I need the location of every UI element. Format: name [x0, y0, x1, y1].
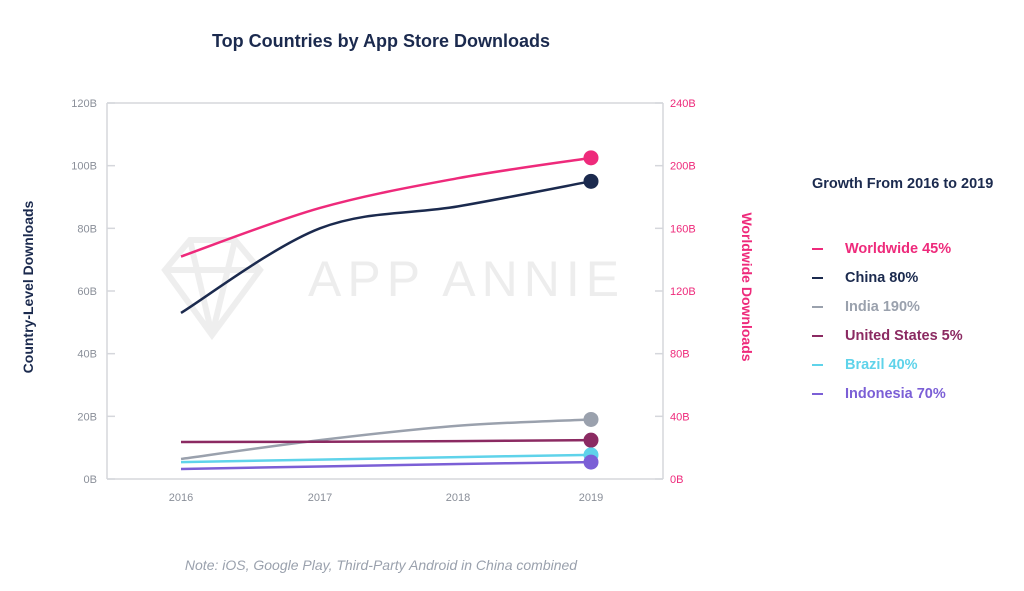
y2-tick-label: 240B — [670, 98, 696, 110]
legend-item-china: China 80% — [812, 263, 993, 292]
end-point-china — [583, 173, 599, 189]
series-line-united-states — [180, 438, 592, 444]
series-line-worldwide — [180, 156, 592, 258]
y2-tick-label: 160B — [670, 223, 696, 235]
y2-tick-label: 0B — [670, 474, 683, 486]
legend: Growth From 2016 to 2019 Worldwide 45% Ch… — [812, 176, 993, 408]
legend-label: Brazil 40% — [845, 356, 918, 373]
legend-item-indonesia: Indonesia 70% — [812, 379, 993, 408]
y-tick-label: 100B — [71, 161, 97, 173]
legend-swatch — [812, 276, 823, 279]
legend-swatch — [812, 334, 823, 337]
end-point-india — [583, 411, 599, 427]
y2-tick-label: 80B — [670, 349, 690, 361]
y-tick-label: 60B — [77, 286, 97, 298]
legend-item-worldwide: Worldwide 45% — [812, 234, 993, 263]
legend-swatch — [812, 363, 823, 366]
legend-label: United States 5% — [845, 327, 963, 344]
legend-swatch — [812, 305, 823, 308]
series-line-china — [180, 180, 592, 315]
legend-item-united-states: United States 5% — [812, 321, 993, 350]
legend-label: Worldwide 45% — [845, 240, 952, 257]
end-point-united-states — [583, 432, 599, 448]
y2-tick-label: 40B — [670, 411, 690, 423]
legend-swatch — [812, 392, 823, 395]
legend-title: Growth From 2016 to 2019 — [812, 176, 994, 192]
y2-axis-label: Worldwide Downloads — [739, 212, 755, 361]
legend-swatch — [812, 247, 823, 250]
end-point-indonesia — [583, 454, 599, 470]
legend-item-india: India 190% — [812, 292, 993, 321]
legend-label: India 190% — [845, 298, 920, 315]
legend-label: Indonesia 70% — [845, 385, 946, 402]
x-tick-label: 2019 — [579, 492, 603, 504]
y-tick-label: 20B — [77, 411, 97, 423]
series-line-india — [180, 418, 592, 461]
series-line-indonesia — [180, 460, 592, 471]
y-tick-label: 40B — [77, 349, 97, 361]
x-tick-label: 2018 — [446, 492, 470, 504]
x-tick-label: 2016 — [169, 492, 193, 504]
y-tick-label: 80B — [77, 223, 97, 235]
x-tick-label: 2017 — [308, 492, 332, 504]
series-line-brazil — [180, 453, 592, 464]
y2-tick-label: 120B — [670, 286, 696, 298]
y-tick-label: 120B — [71, 98, 97, 110]
watermark-logo: APP ANNIE — [161, 237, 625, 341]
chart-title: Top Countries by App Store Downloads — [212, 31, 550, 51]
legend-item-brazil: Brazil 40% — [812, 350, 993, 379]
chart-note: Note: iOS, Google Play, Third-Party Andr… — [185, 557, 578, 573]
y-axis-label: Country-Level Downloads — [20, 200, 36, 373]
watermark-text: APP ANNIE — [308, 251, 625, 307]
legend-label: China 80% — [845, 269, 919, 286]
diamond-logo-icon — [161, 237, 264, 341]
y2-tick-label: 200B — [670, 161, 696, 173]
y-tick-label: 0B — [84, 474, 97, 486]
end-point-worldwide — [583, 150, 599, 166]
